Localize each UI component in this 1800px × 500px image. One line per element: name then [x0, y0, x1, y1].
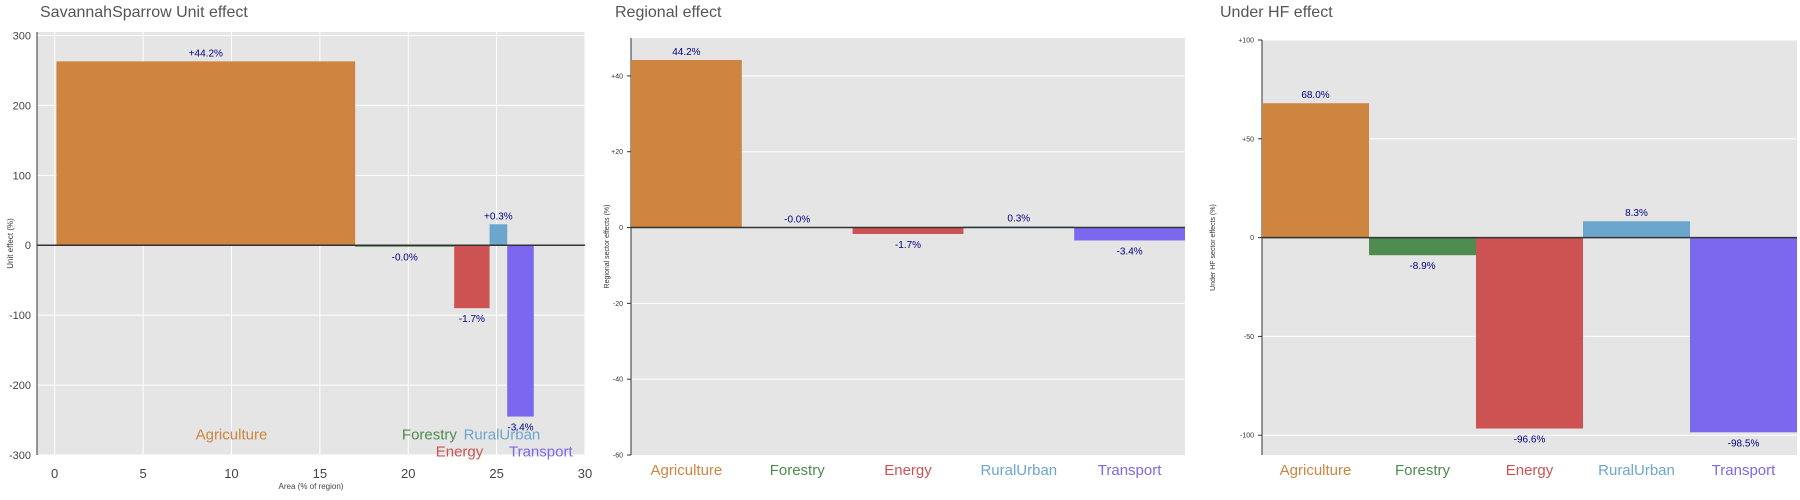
- x-tick-label: 30: [578, 466, 592, 481]
- y-tick-label: 0: [25, 240, 31, 252]
- under-hf-effect-title: Under HF effect: [1220, 4, 1333, 21]
- under-hf-effect-panel: Under HF effect -100 -50 0 +50 +100 68.0% Agri…: [1200, 0, 1800, 500]
- x-axis-label: Area (% of region): [279, 482, 344, 491]
- y-tick-label: -100: [9, 310, 31, 322]
- data-label-energy: -1.7%: [459, 314, 485, 325]
- regional-effect-chart: -60 -40 -20 0 +20 +40 44.2% Agriculture -0.0% For…: [604, 38, 1185, 479]
- category-label-ruralurban: RuralUrban: [464, 427, 541, 444]
- data-label-agriculture: +44.2%: [189, 48, 223, 59]
- category-label-agriculture: Agriculture: [651, 462, 723, 479]
- category-label-forestry: Forestry: [402, 427, 458, 444]
- data-label-ruralurban: +0.3%: [484, 211, 513, 222]
- y-tick-label: -300: [9, 450, 31, 462]
- x-tick-label: 15: [313, 466, 327, 481]
- y-tick-label: -20: [613, 301, 623, 308]
- data-label-energy: -96.6%: [1514, 435, 1546, 446]
- x-tick-label: 0: [51, 466, 58, 481]
- bar-forestry: [1369, 237, 1476, 256]
- category-label-transport: Transport: [1712, 462, 1776, 479]
- bar-energy: [1476, 237, 1583, 429]
- data-label-agriculture: 44.2%: [672, 47, 700, 58]
- bar-agriculture: [1262, 103, 1369, 238]
- category-label-energy: Energy: [436, 443, 484, 460]
- data-label-transport: -98.5%: [1728, 438, 1760, 449]
- y-axis-label: Unit effect (%): [6, 218, 15, 269]
- y-tick-label: 0: [619, 225, 623, 232]
- data-label-forestry: -0.0%: [392, 253, 418, 264]
- y-tick-label: +40: [611, 73, 623, 80]
- bar-energy: [454, 245, 490, 309]
- unit-effect-chart: -300 -200 -100 0 100 200 300 0 5 10 15 20 25 30 +44.2%…: [6, 30, 592, 491]
- bar-transport: [1690, 237, 1797, 433]
- x-tick-label: 25: [489, 466, 503, 481]
- y-tick-label: 100: [13, 170, 31, 182]
- y-tick-label: -40: [613, 377, 623, 384]
- data-label-agriculture: 68.0%: [1301, 90, 1329, 101]
- category-label-forestry: Forestry: [770, 462, 826, 479]
- y-tick-label: -50: [1244, 334, 1254, 341]
- data-label-ruralurban: 0.3%: [1007, 213, 1030, 224]
- category-label-transport: Transport: [509, 443, 573, 460]
- x-tick-label: 5: [139, 466, 146, 481]
- data-label-forestry: -8.9%: [1409, 261, 1435, 272]
- y-axis-label: Regional sector effects (%): [604, 205, 611, 289]
- data-label-transport: -3.4%: [507, 423, 533, 434]
- y-axis-label: Under HF sector effects (%): [1210, 204, 1217, 291]
- regional-effect-panel: Regional effect -60 -40 -20 0 +20 +40 44.2% Agr…: [600, 0, 1190, 500]
- y-tick-label: -60: [613, 453, 623, 460]
- category-label-forestry: Forestry: [1395, 462, 1451, 479]
- y-tick-label: +100: [1238, 38, 1254, 45]
- bar-transport: [507, 245, 534, 417]
- bar-ruralurban: [1583, 221, 1690, 238]
- unit-effect-title: SavannahSparrow Unit effect: [40, 4, 248, 21]
- y-tick-label: -200: [9, 380, 31, 392]
- y-tick-label: 300: [13, 30, 31, 42]
- category-label-energy: Energy: [884, 462, 932, 479]
- under-hf-effect-chart: -100 -50 0 +50 +100 68.0% Agriculture -8.9% Fore…: [1210, 38, 1797, 479]
- unit-effect-panel: SavannahSparrow Unit effect -300 -200 -100…: [0, 0, 592, 500]
- y-tick-label: 0: [1250, 235, 1254, 242]
- category-label-agriculture: Agriculture: [196, 427, 268, 444]
- category-label-ruralurban: RuralUrban: [980, 462, 1057, 479]
- category-label-ruralurban: RuralUrban: [1598, 462, 1675, 479]
- bar-transport: [1074, 227, 1185, 241]
- x-tick-label: 10: [224, 466, 238, 481]
- data-label-forestry: -0.0%: [784, 215, 810, 226]
- data-label-transport: -3.4%: [1117, 246, 1143, 257]
- bar-agriculture: [631, 59, 742, 228]
- bar-ruralurban: [489, 224, 508, 246]
- data-label-energy: -1.7%: [895, 240, 921, 251]
- y-tick-label: 200: [13, 100, 31, 112]
- category-label-agriculture: Agriculture: [1280, 462, 1352, 479]
- y-tick-label: -100: [1240, 433, 1254, 440]
- x-tick-label: 20: [401, 466, 415, 481]
- data-label-ruralurban: 8.3%: [1625, 208, 1648, 219]
- bar-energy: [852, 227, 964, 234]
- regional-effect-title: Regional effect: [615, 4, 722, 21]
- category-label-transport: Transport: [1098, 462, 1162, 479]
- y-tick-label: +20: [611, 149, 623, 156]
- y-tick-label: +50: [1242, 136, 1254, 143]
- category-label-energy: Energy: [1506, 462, 1554, 479]
- bar-agriculture: [56, 61, 356, 246]
